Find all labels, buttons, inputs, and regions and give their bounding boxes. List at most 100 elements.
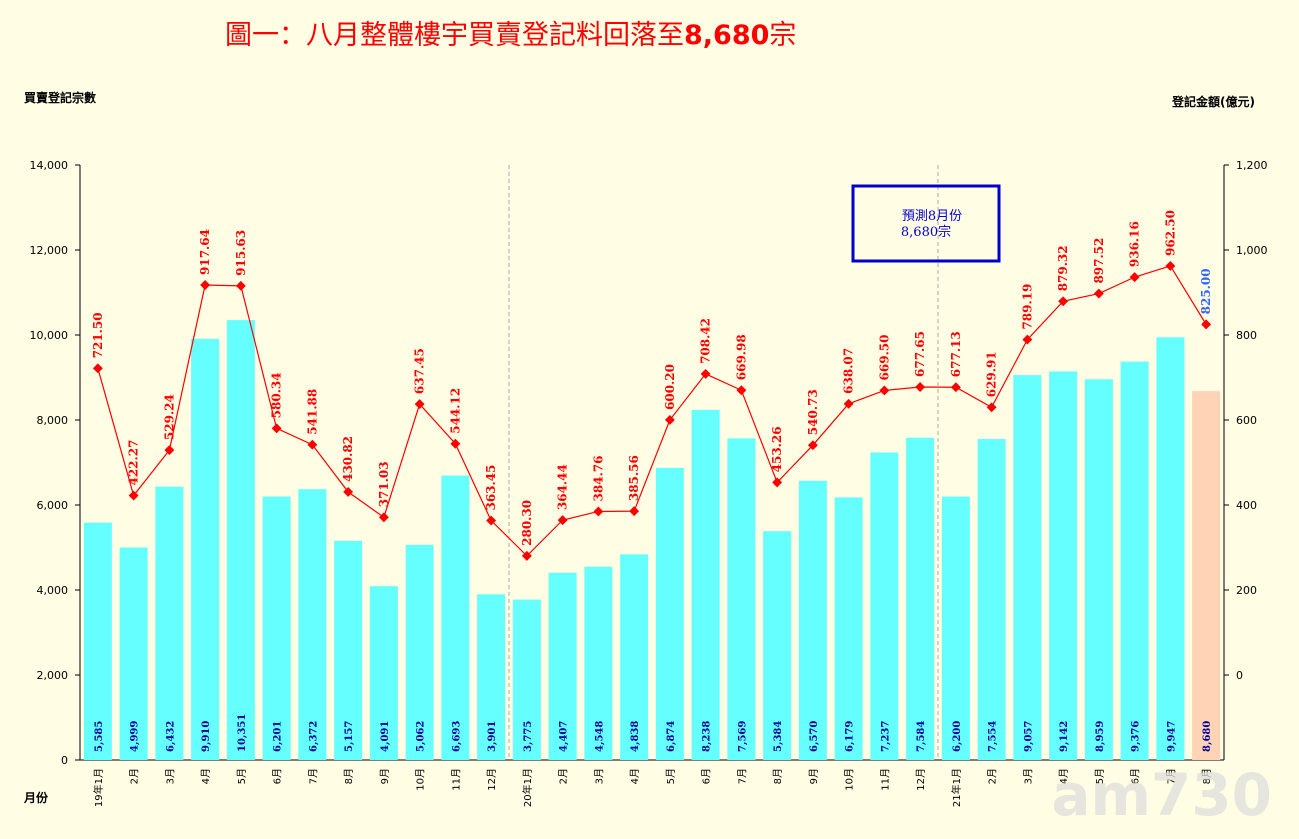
bar (512, 599, 541, 760)
line-point (1129, 272, 1140, 283)
line-value-label: 371.03 (377, 461, 391, 507)
bar-value-label: 6,372 (308, 721, 319, 752)
x-tick-label: 6月 (701, 768, 713, 784)
x-tick-label: 7月 (736, 768, 748, 784)
y-tick-right-label: 1,200 (1236, 159, 1268, 172)
line-point (629, 506, 640, 517)
bar (1120, 361, 1149, 760)
bar (405, 544, 434, 760)
y-tick-left-label: 4,000 (37, 584, 69, 597)
bar-value-label: 5,585 (94, 721, 105, 752)
bar-value-label: 4,091 (380, 721, 391, 752)
bar-value-label: 6,874 (666, 721, 677, 752)
line-point (950, 382, 961, 393)
line-point (664, 414, 675, 425)
x-tick-label: 20年1月 (521, 768, 534, 807)
line-value-label: 280.30 (520, 500, 534, 546)
bar (655, 467, 684, 760)
x-tick-label: 5月 (236, 768, 248, 784)
line-point (1058, 296, 1069, 307)
bar (262, 496, 291, 760)
bar-value-label: 4,838 (630, 721, 641, 752)
bar (83, 522, 112, 760)
bar (977, 438, 1006, 760)
chart-title-main: 圖一：八月整體樓宇買賣登記料回落至 (225, 20, 684, 51)
y-tick-left-label: 2,000 (37, 669, 69, 682)
bar (226, 320, 255, 760)
x-axis-label: 月份 (23, 790, 49, 805)
x-tick-label: 12月 (915, 768, 927, 791)
line-value-label: 936.16 (1128, 221, 1142, 267)
line-value-label: 363.45 (484, 465, 498, 511)
bar-value-label: 4,999 (130, 721, 141, 752)
bar (1013, 375, 1042, 760)
bar (441, 475, 470, 760)
bar-value-label: 5,384 (773, 721, 784, 752)
line-value-label: 385.56 (627, 455, 641, 501)
bar (1084, 379, 1113, 760)
bar (1049, 371, 1078, 760)
line-value-label: 917.64 (198, 229, 212, 275)
watermark-logo: am730 (1051, 761, 1272, 829)
line-value-label: 638.07 (842, 348, 856, 394)
plot-area: 0 2,000 4,000 6,000 8,000 10,000 12,000 14,000 0… (30, 159, 1268, 807)
x-tick-label: 8月 (1201, 768, 1213, 784)
x-tick-label: 6月 (1130, 768, 1142, 784)
x-tick-label: 3月 (164, 768, 176, 784)
line-point (736, 385, 747, 396)
line-point (378, 512, 389, 523)
bar-value-label: 9,057 (1023, 721, 1034, 752)
y-tick-left-label: 14,000 (30, 159, 69, 172)
x-tick-label: 4月 (1058, 768, 1070, 784)
x-tick-label: 12月 (486, 768, 498, 791)
bar (334, 540, 363, 760)
x-tick-label: 10月 (415, 768, 427, 791)
bar (834, 497, 863, 760)
line-value-label: 897.52 (1092, 238, 1106, 284)
y-tick-right-label: 0 (1236, 669, 1243, 682)
bar (298, 489, 327, 760)
line-value-label: 962.50 (1163, 210, 1177, 256)
x-tick-label: 2月 (129, 768, 141, 784)
line-point (343, 486, 354, 497)
x-tick-label: 3月 (1022, 768, 1034, 784)
y-tick-right-label: 1,000 (1236, 244, 1268, 257)
line-value-label: 580.34 (270, 372, 284, 418)
line-point (235, 280, 246, 291)
line-point (414, 399, 425, 410)
bar-value-label: 8,238 (702, 721, 713, 752)
x-tick-label: 6月 (272, 768, 284, 784)
bar-value-label: 10,351 (237, 714, 248, 752)
x-tick-label: 2月 (987, 768, 999, 784)
line-point (486, 515, 497, 526)
bar-value-label: 4,407 (559, 721, 570, 752)
bar-value-label: 5,157 (344, 721, 355, 752)
bar (119, 547, 148, 760)
bar (548, 572, 577, 760)
line-value-label: 541.88 (305, 389, 319, 435)
line-value-label: 677.13 (949, 331, 963, 377)
line-point (843, 398, 854, 409)
line-value-label: 915.63 (234, 230, 248, 276)
line-value-label: 540.73 (806, 389, 820, 435)
bar (1156, 337, 1185, 760)
line-value-label: 721.50 (91, 312, 105, 358)
chart-title: 圖一：八月整體樓宇買賣登記料回落至8,680宗 (225, 20, 796, 51)
bar (763, 531, 792, 760)
bar-value-label: 7,569 (737, 721, 748, 752)
line-point (271, 423, 282, 434)
line-point (450, 438, 461, 449)
x-tick-label: 4月 (200, 768, 212, 784)
y-tick-left-label: 6,000 (37, 499, 69, 512)
annotation-line2: 8,680宗 (901, 224, 951, 240)
bar-value-label: 9,947 (1166, 721, 1177, 752)
bar-value-label: 8,680 (1202, 721, 1213, 752)
x-tick-label: 5月 (665, 768, 677, 784)
y-axis-right-label: 登記金額(億元) (1171, 94, 1255, 109)
line-value-label: 669.98 (734, 334, 748, 380)
y-tick-left-label: 8,000 (37, 414, 69, 427)
bar (941, 496, 970, 760)
bar-value-label: 4,548 (594, 721, 605, 752)
bar (191, 338, 220, 760)
x-tick-label: 21年1月 (950, 768, 963, 807)
